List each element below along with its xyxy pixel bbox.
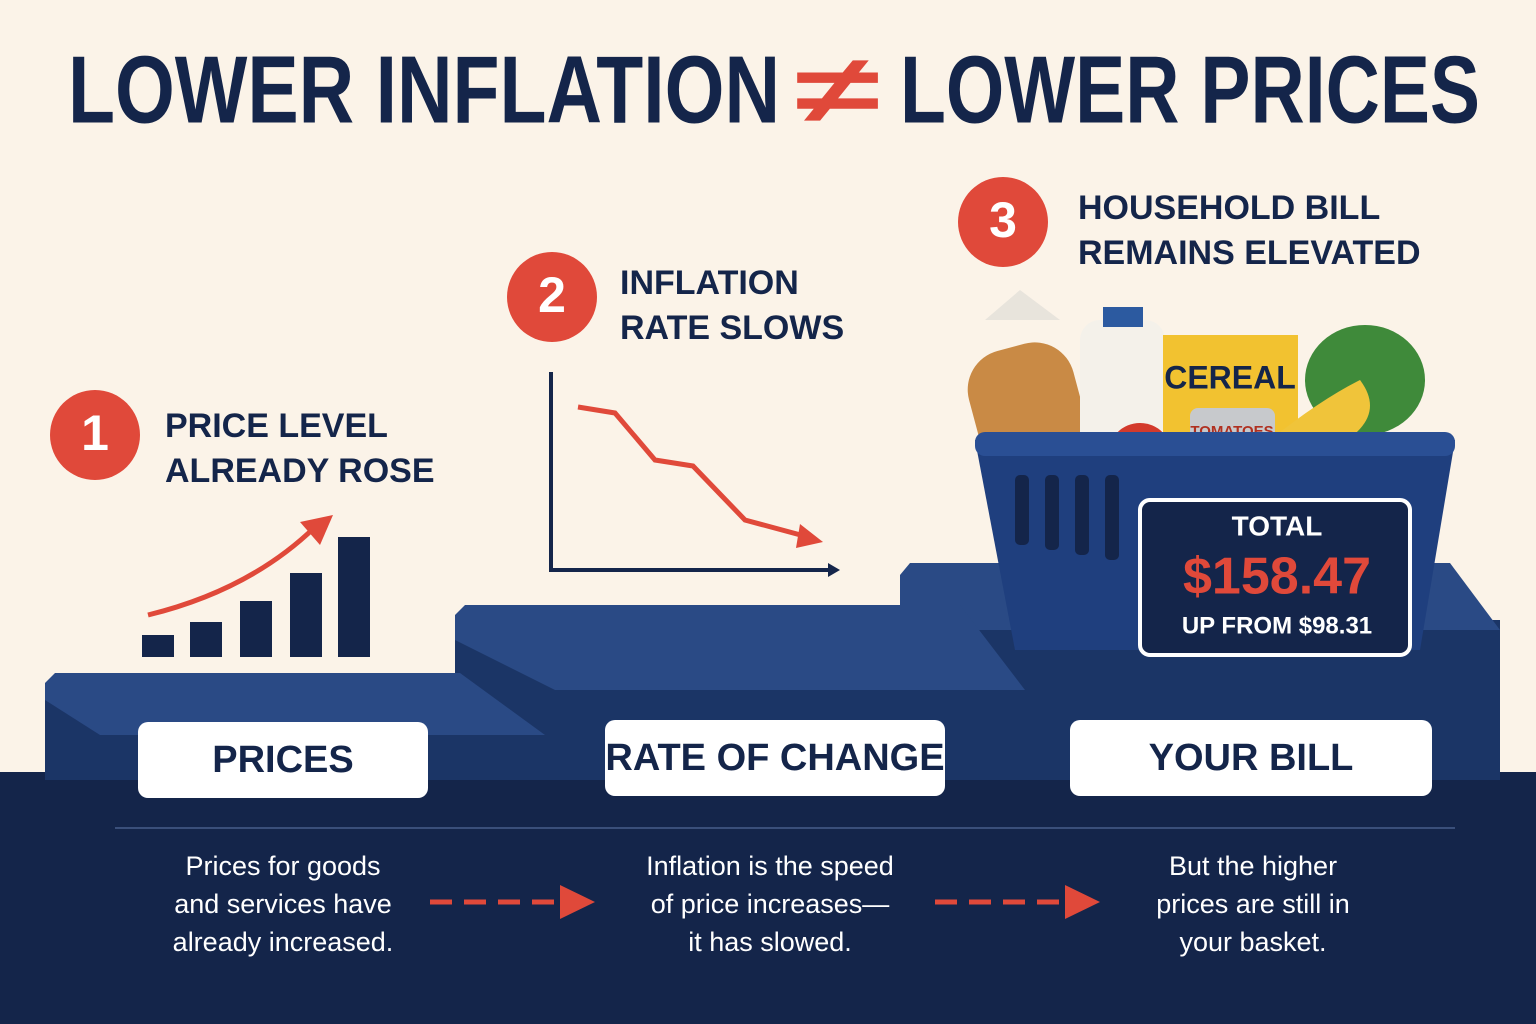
step-number: 3 <box>989 192 1017 248</box>
arrowhead <box>560 885 595 919</box>
step-heading: PRICE LEVEL <box>165 407 388 445</box>
basket: CEREAL TOMATOES TOTAL $158.47 UP FROM $9… <box>967 290 1455 657</box>
step-description: your basket. <box>1179 927 1326 957</box>
step-heading: REMAINS ELEVATED <box>1078 234 1421 272</box>
title-symbol: ≠ <box>795 36 880 143</box>
previous-total: UP FROM $98.31 <box>1182 612 1372 639</box>
total-value: $158.47 <box>1183 548 1371 606</box>
step-label: RATE OF CHANGE <box>605 737 944 779</box>
step-heading: RATE SLOWS <box>620 309 844 347</box>
block-2-top <box>455 605 1025 690</box>
label-box <box>605 720 945 796</box>
step-number: 1 <box>81 405 109 461</box>
step-description: it has slowed. <box>688 927 852 957</box>
bottom-band <box>0 772 1536 1024</box>
line-icon <box>549 372 840 577</box>
step-description: already increased. <box>173 927 394 957</box>
step-description: and services have <box>174 889 392 919</box>
step-label: PRICES <box>212 739 353 781</box>
step-badge <box>507 252 597 342</box>
arrowhead <box>1065 885 1100 919</box>
step-badge <box>958 177 1048 267</box>
step-description: Prices for goods <box>185 851 380 881</box>
step-heading: INFLATION <box>620 264 799 302</box>
step-description: But the higher <box>1169 851 1337 881</box>
title-right: LOWER PRICES <box>900 36 1480 143</box>
step-label: YOUR BILL <box>1149 737 1354 779</box>
total-label: TOTAL <box>1232 510 1323 541</box>
step-badge <box>50 390 140 480</box>
label-box <box>1070 720 1432 796</box>
cereal-label: CEREAL <box>1164 359 1296 395</box>
step-heading: ALREADY ROSE <box>165 452 435 490</box>
block-1-top <box>45 673 545 735</box>
step-description: prices are still in <box>1156 889 1350 919</box>
step-description: Inflation is the speed <box>646 851 894 881</box>
step-number: 2 <box>538 267 566 323</box>
label-box <box>138 722 428 798</box>
arrows <box>430 885 1100 919</box>
step-description: of price increases— <box>651 889 890 919</box>
bar-icon <box>142 515 370 657</box>
step-heading: HOUSEHOLD BILL <box>1078 189 1380 227</box>
title-left: LOWER INFLATION <box>68 36 780 143</box>
